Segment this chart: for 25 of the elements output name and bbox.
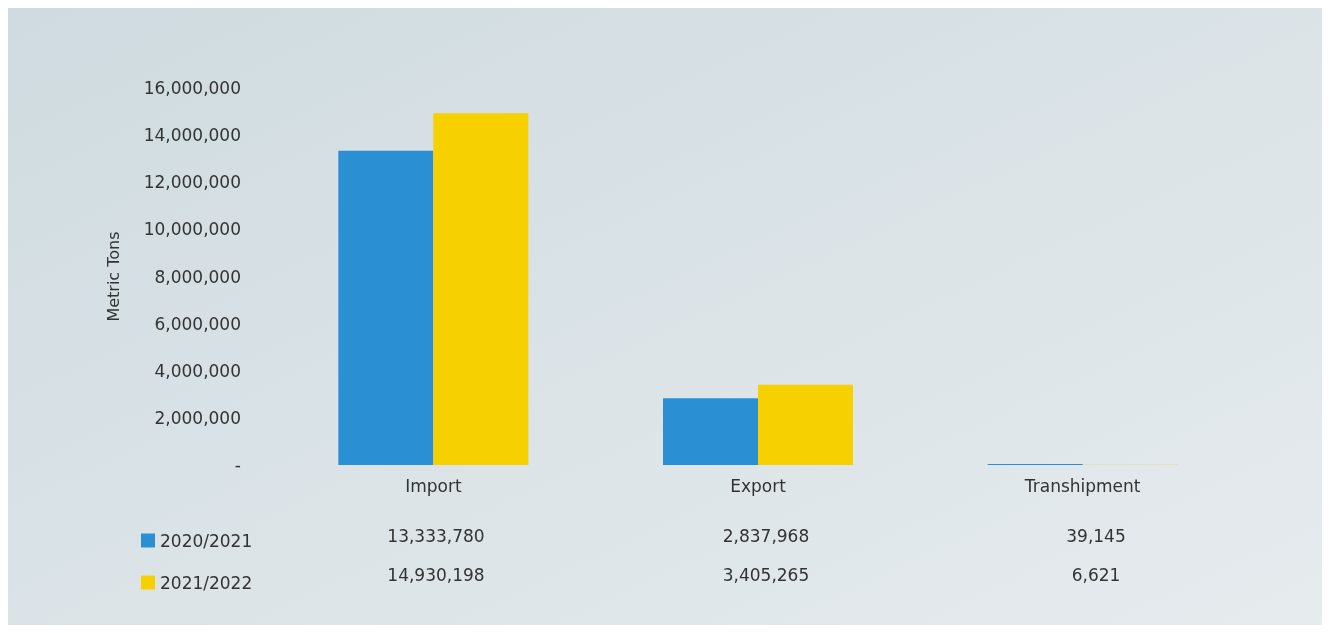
y-tick-label: 16,000,000 [143, 78, 241, 98]
y-tick-label: 12,000,000 [143, 172, 241, 193]
x-tick-label: Import [405, 475, 462, 496]
legend-label: 2021/2022 [160, 572, 253, 593]
y-tick-label: - [234, 455, 241, 475]
bar [433, 113, 529, 465]
legend-label: 2020/2021 [160, 530, 253, 551]
y-tick-label: 8,000,000 [154, 266, 241, 287]
y-tick-label: 2,000,000 [154, 407, 241, 428]
data-label: 39,145 [1066, 526, 1126, 546]
data-label: 2,837,968 [722, 526, 810, 546]
data-label: 6,621 [1071, 565, 1121, 585]
data-label: 14,930,198 [387, 565, 485, 585]
bar [663, 398, 758, 465]
data-label: 13,333,780 [387, 526, 485, 546]
y-axis-title: Metric Tons [103, 231, 123, 322]
x-tick-label: Transhipment [1023, 475, 1141, 496]
y-tick-label: 14,000,000 [143, 125, 241, 146]
y-tick-label: 6,000,000 [154, 313, 241, 334]
bar [758, 384, 853, 465]
bar [338, 150, 434, 465]
y-tick-label: 4,000,000 [154, 360, 241, 381]
y-tick-label: 10,000,000 [143, 219, 241, 240]
data-label: 3,405,265 [722, 565, 810, 585]
x-tick-label: Export [730, 475, 787, 496]
